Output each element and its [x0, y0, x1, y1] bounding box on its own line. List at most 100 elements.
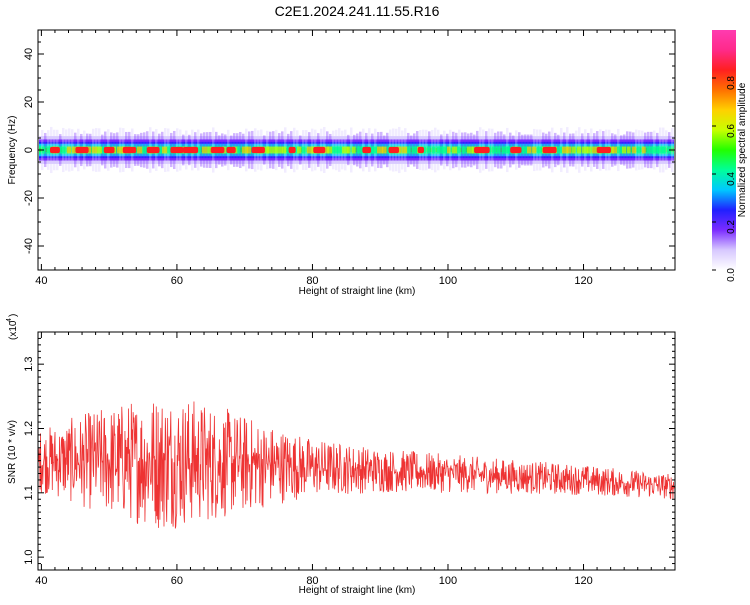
- heatmap-core-cell: [577, 146, 582, 154]
- snr-ytick-label: 1.1: [23, 485, 35, 500]
- heatmap-core-cell: [277, 146, 283, 154]
- heatmap-core-cell: [422, 146, 427, 154]
- heatmap-speckle: [425, 129, 428, 171]
- heatmap-core-cell: [507, 146, 513, 154]
- heatmap-speckle: [665, 130, 668, 170]
- heatmap-core-cell: [287, 146, 291, 154]
- heatmap-core-cell: [237, 146, 241, 154]
- heatmap-xlabel: Height of straight line (km): [299, 286, 416, 297]
- heatmap-core-cell: [642, 146, 646, 154]
- heatmap-core-cell: [92, 146, 98, 154]
- colorbar-label: Normalized spectral amplitude: [737, 82, 748, 217]
- heatmap-core-cell: [402, 146, 408, 154]
- heatmap-core-cell: [617, 146, 623, 154]
- snr-series-line: [38, 401, 675, 529]
- heatmap-core-cell: [157, 146, 164, 154]
- heatmap-core-cell: [497, 146, 501, 154]
- heatmap-peak: [146, 146, 160, 154]
- heatmap-core-cell: [262, 146, 269, 154]
- heatmap-core-cell: [327, 146, 333, 154]
- heatmap-peak: [313, 146, 326, 154]
- heatmap-core-cell: [657, 146, 664, 154]
- colorbar-tick-label: 0.6: [726, 124, 737, 138]
- snr-exponent-base: (x10: [8, 320, 19, 340]
- heatmap-core-cell: [97, 146, 103, 154]
- heatmap-core-cell: [462, 146, 466, 154]
- heatmap-core-cell: [527, 146, 532, 154]
- heatmap-ytick-label: 0: [23, 147, 35, 153]
- heatmap-peak: [182, 146, 199, 154]
- heatmap-core-cell: [137, 146, 144, 154]
- snr-frame: [37, 331, 676, 571]
- heatmap-core-cell: [62, 146, 66, 154]
- heatmap-peak: [417, 146, 425, 154]
- colorbar: 0.0 0.2 0.4 0.6 0.8 Normalized spectral ampl…: [712, 30, 748, 282]
- heatmap-core-cell: [582, 146, 589, 154]
- heatmap-xtick-label: 80: [306, 275, 318, 287]
- heatmap-peak: [288, 146, 296, 154]
- heatmap-axes: 40 60 80 100 120 40 20 0 -20 -40: [23, 30, 675, 287]
- heatmap-ylabel: Frequency (Hz): [7, 116, 18, 185]
- heatmap-speckle: [305, 129, 308, 171]
- heatmap-core-cell: [297, 146, 302, 154]
- heatmap-core-cell: [72, 146, 78, 154]
- heatmap-core-cell: [282, 146, 287, 154]
- heatmap-band-layer: [39, 147, 674, 153]
- heatmap-core-cell: [452, 146, 458, 154]
- heatmap-ytick-label: -40: [23, 238, 35, 254]
- heatmap-core-cell: [397, 146, 402, 154]
- snr-xlabel: Height of straight line (km): [299, 585, 416, 596]
- heatmap-speckle: [65, 129, 68, 171]
- heatmap-core-cell: [587, 146, 592, 154]
- heatmap-core-cell: [522, 146, 529, 154]
- heatmap-core-cell: [407, 146, 411, 154]
- heatmap-band: [39, 126, 674, 174]
- heatmap-core-cell: [562, 146, 569, 154]
- heatmap-core-cell: [442, 146, 447, 154]
- heatmap-peak: [542, 146, 557, 154]
- heatmap-core-cell: [592, 146, 599, 154]
- heatmap-core-cell: [467, 146, 474, 154]
- heatmap-core-cell: [267, 146, 272, 154]
- colorbar-tick-label: 0.2: [726, 220, 737, 234]
- heatmap-core-cell: [432, 146, 436, 154]
- heatmap-ytick-label: 40: [23, 48, 35, 60]
- heatmap-peak: [103, 146, 115, 154]
- heatmap-speckle: [44, 132, 47, 168]
- snr-exponent: (x10 4 ): [6, 314, 19, 340]
- heatmap-core-cell: [372, 146, 378, 154]
- snr-ytick-label: 1.2: [23, 421, 35, 436]
- heatmap-core-cell: [302, 146, 306, 154]
- heatmap-core-cell: [492, 146, 497, 154]
- heatmap-core-cell: [612, 146, 619, 154]
- heatmap-peak: [122, 146, 137, 154]
- heatmap-peak: [170, 146, 184, 154]
- snr-xtick-label: 60: [171, 575, 183, 587]
- colorbar-tick-label: 0.8: [726, 76, 737, 90]
- heatmap-peak: [210, 146, 225, 154]
- heatmap-core-cell: [162, 146, 169, 154]
- heatmap-core-cell: [632, 146, 637, 154]
- heatmap-core-cell: [537, 146, 542, 154]
- heatmap-core-cell: [667, 146, 671, 154]
- heatmap-xtick-label: 100: [439, 275, 457, 287]
- heatmap-peak: [226, 146, 236, 154]
- heatmap-speckle: [449, 129, 452, 171]
- heatmap-core-cell: [382, 146, 387, 154]
- heatmap-speckle: [410, 135, 413, 165]
- heatmap-core-cell: [332, 146, 339, 154]
- heatmap-core-cell: [377, 146, 384, 154]
- heatmap-peak: [510, 146, 522, 154]
- snr-xtick-label: 120: [574, 575, 592, 587]
- heatmap-core-cell: [622, 146, 627, 154]
- colorbar-tick-label: 0.0: [726, 268, 737, 282]
- heatmap-core-cell: [437, 146, 444, 154]
- heatmap-speckle: [500, 131, 503, 169]
- heatmap-core-cell: [337, 146, 343, 154]
- heatmap-core-cell: [67, 146, 72, 154]
- heatmap-peak: [49, 146, 60, 154]
- snr-ytick-label: 1.3: [23, 357, 35, 372]
- snr-xtick-label: 40: [35, 575, 47, 587]
- heatmap-core-cell: [472, 146, 476, 154]
